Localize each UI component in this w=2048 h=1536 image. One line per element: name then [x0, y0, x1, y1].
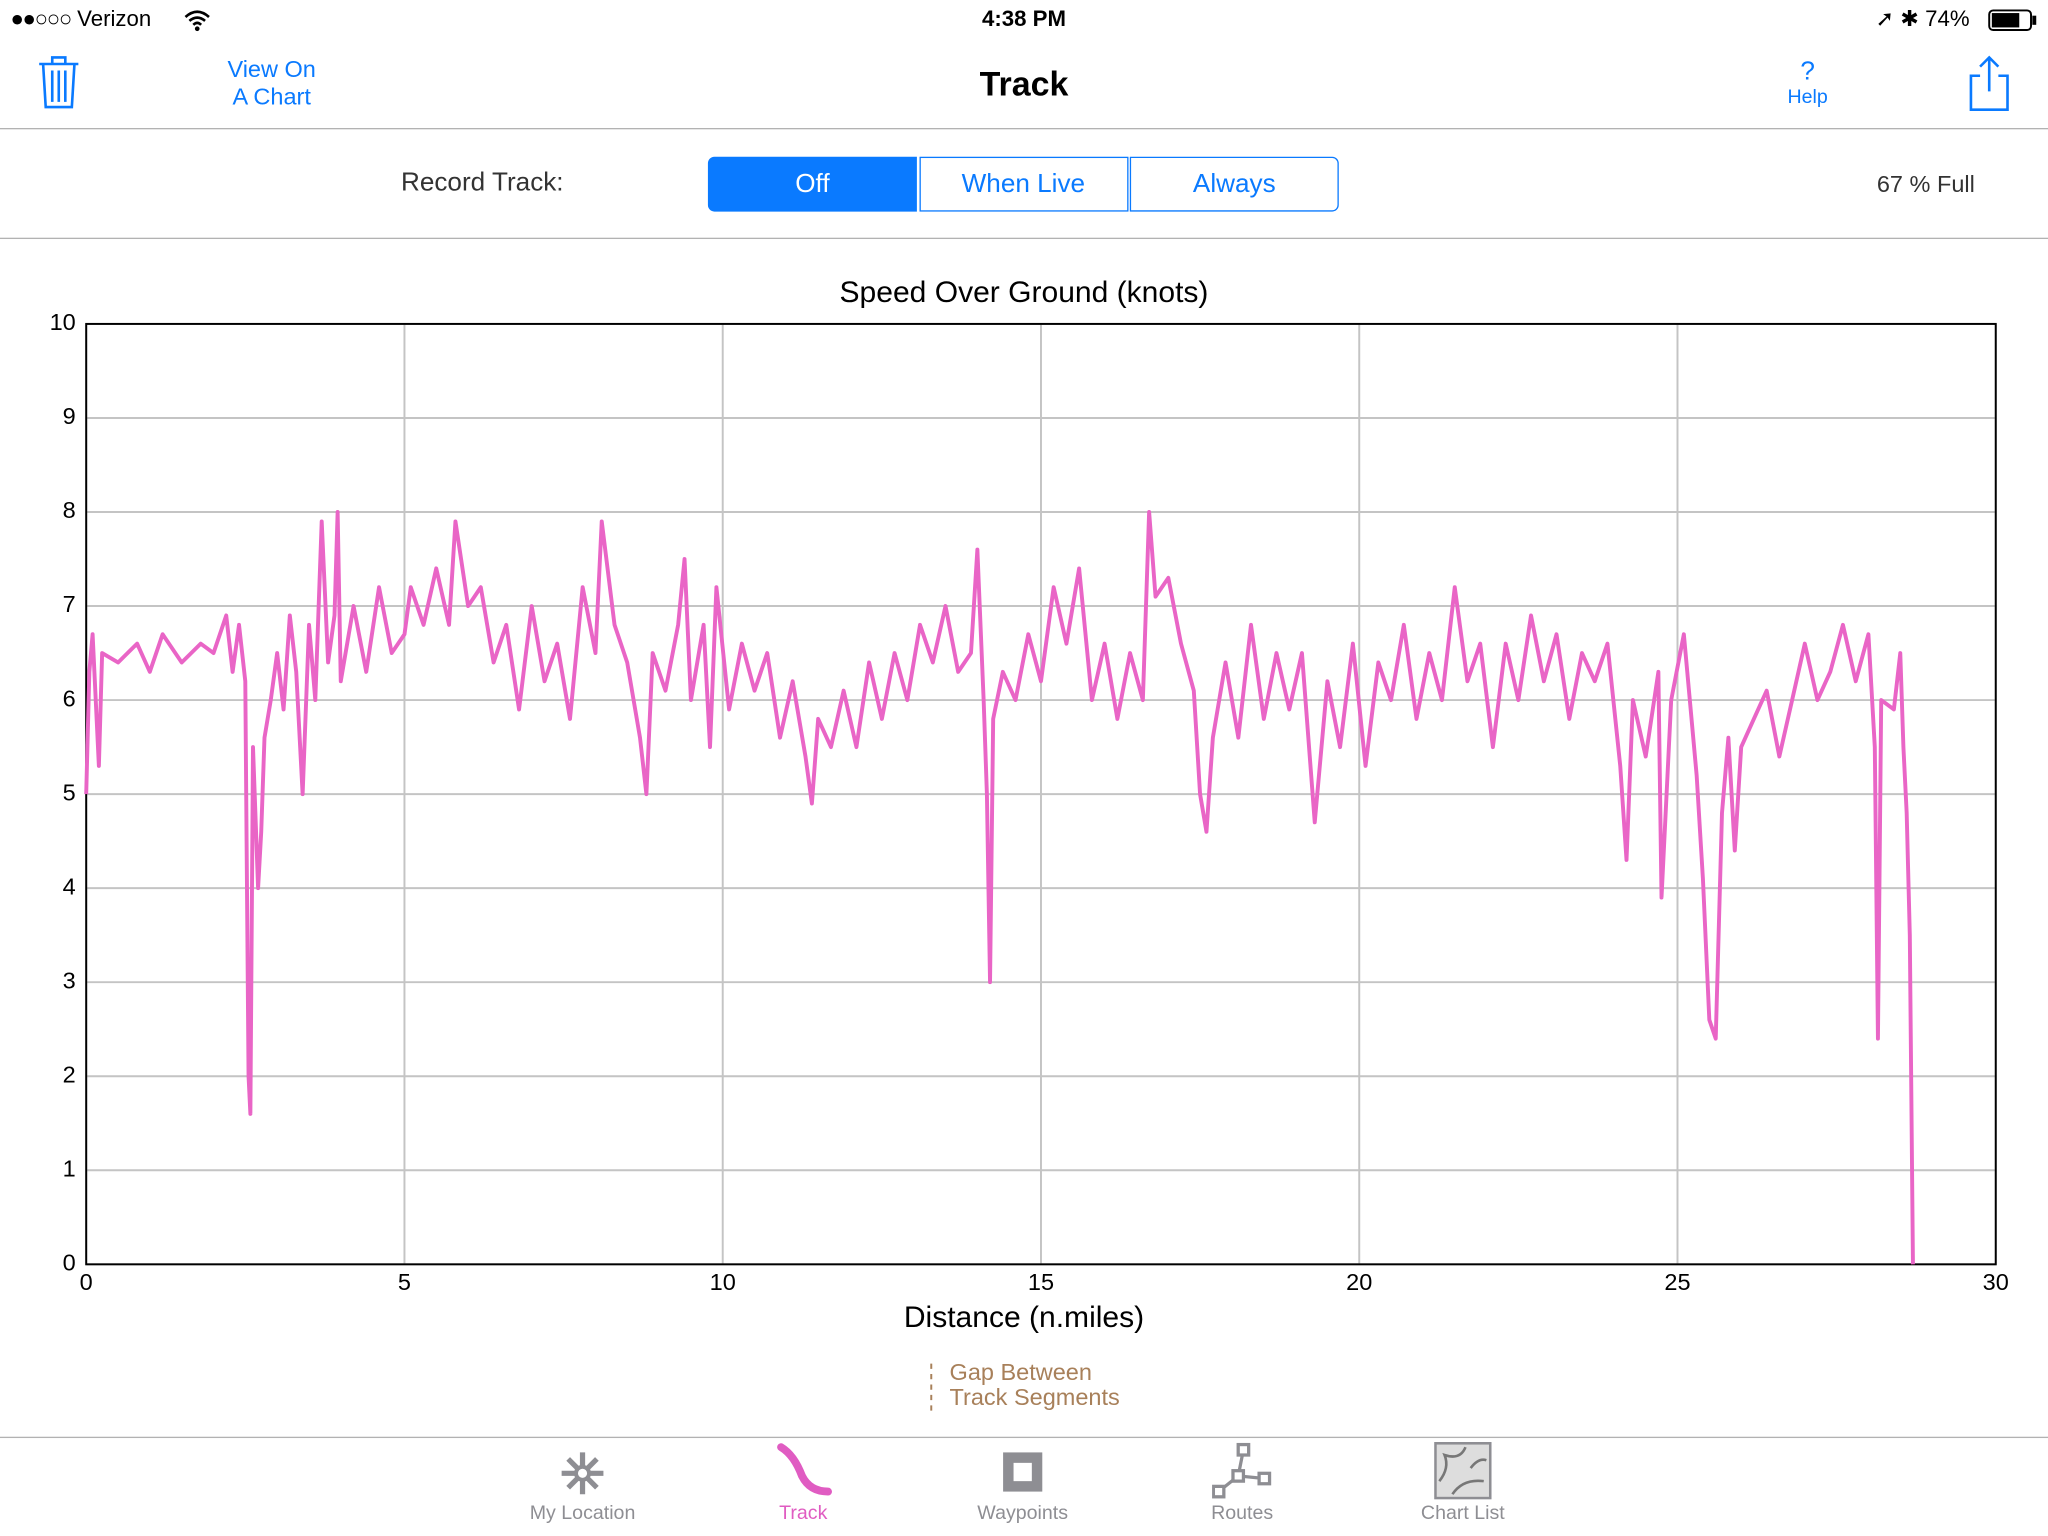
chart: Speed Over Ground (knots) Distance (n.mi… — [50, 276, 2009, 1411]
x-tick-label: 10 — [710, 1269, 736, 1295]
x-axis-title: Distance (n.miles) — [904, 1301, 1144, 1334]
y-tick-label: 2 — [63, 1061, 76, 1087]
x-tick-label: 20 — [1346, 1269, 1372, 1295]
x-tick-label: 30 — [1983, 1269, 2009, 1295]
share-button[interactable] — [1967, 55, 2011, 112]
battery-icon — [1988, 9, 2037, 32]
button-line: A Chart — [232, 83, 311, 110]
nav-title: Track — [979, 63, 1069, 104]
tab-item[interactable]: Track — [779, 1502, 828, 1525]
gap-legend-label: Track Segments — [950, 1384, 1120, 1410]
speed-line — [84, 510, 1915, 1265]
clock: 4:38 PM — [982, 6, 1066, 32]
divider — [0, 127, 2048, 130]
help-label: Help — [1787, 86, 1828, 109]
storage-status: 67 % Full — [1876, 171, 1975, 198]
battery-percent: 74% — [1925, 6, 1970, 32]
x-tick-label: 0 — [80, 1269, 93, 1295]
tab-item[interactable]: Chart List — [1420, 1502, 1505, 1525]
help-button[interactable]: ? Help — [1768, 57, 1846, 108]
carrier: Verizon — [77, 6, 152, 32]
y-tick-label: 5 — [63, 779, 76, 805]
wifi-icon — [184, 10, 210, 32]
status-right: ➚ ✱ 74% — [1875, 6, 1970, 32]
status-left: ●●○○○ Verizon — [10, 7, 151, 33]
my-location-icon — [561, 1452, 604, 1495]
waypoints-icon — [1003, 1452, 1043, 1492]
gap-legend-label: Gap Between — [950, 1359, 1092, 1385]
y-tick-label: 10 — [50, 309, 76, 335]
y-tick-label: 4 — [63, 873, 76, 899]
y-tick-label: 1 — [63, 1155, 76, 1181]
record-label: Record Track: — [400, 168, 564, 198]
chart-title: Speed Over Ground (knots) — [840, 276, 1209, 309]
trash-button[interactable] — [37, 55, 81, 110]
divider — [0, 1436, 2048, 1439]
help-icon: ? — [1800, 57, 1815, 87]
divider — [0, 237, 2048, 240]
tab-item[interactable]: Waypoints — [977, 1502, 1069, 1525]
y-tick-label: 7 — [63, 591, 76, 617]
routes-icon — [1212, 1442, 1272, 1499]
view-on-chart-button[interactable]: View On A Chart — [196, 56, 348, 111]
tab-item[interactable]: Routes — [1211, 1502, 1274, 1525]
y-tick-label: 0 — [63, 1250, 76, 1276]
x-tick-label: 25 — [1664, 1269, 1690, 1295]
x-tick-label: 5 — [398, 1269, 411, 1295]
y-tick-label: 3 — [63, 967, 76, 993]
button-line: View On — [227, 56, 316, 83]
tab-item[interactable]: My Location — [529, 1502, 636, 1525]
y-tick-label: 6 — [63, 685, 76, 711]
segment-option[interactable]: Always — [1129, 156, 1339, 212]
segment-option[interactable]: Off — [707, 156, 917, 212]
chart-list-icon — [1434, 1441, 1492, 1500]
signal-dots: ●●○○○ — [10, 6, 72, 32]
x-tick-label: 15 — [1028, 1269, 1054, 1295]
y-tick-label: 9 — [63, 403, 76, 429]
y-tick-label: 8 — [63, 497, 76, 523]
segment-option[interactable]: When Live — [918, 156, 1128, 212]
track-icon — [777, 1443, 832, 1496]
